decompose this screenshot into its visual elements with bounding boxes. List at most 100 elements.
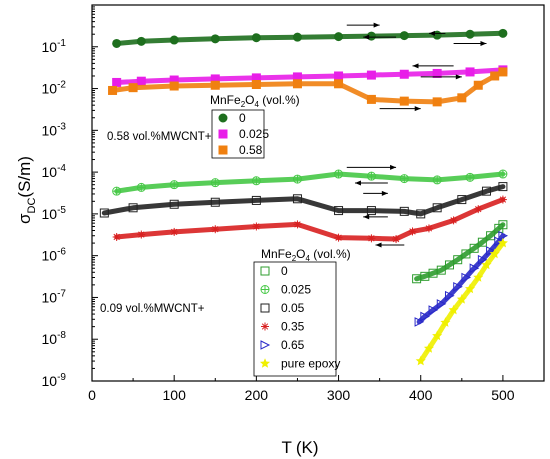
data-point-0-5 — [292, 32, 302, 42]
data-point-2-10 — [457, 93, 467, 103]
data-point-0-6 — [334, 32, 344, 42]
x-tick-label-3: 300 — [327, 387, 351, 403]
legend-marker-1 — [260, 285, 270, 294]
data-point-2-9 — [432, 97, 442, 107]
x-axis-title: T (K) — [281, 438, 318, 457]
x-axis: 0 100 200 300 400 500 — [88, 375, 515, 403]
series-line-0 — [114, 30, 506, 46]
data-marks — [99, 28, 509, 366]
data-point-3-9 — [486, 231, 496, 241]
annotation-arrow-0 — [428, 30, 446, 36]
data-point-0-11 — [498, 28, 508, 38]
data-point-0-0 — [112, 38, 122, 48]
data-point-8-1 — [423, 343, 434, 353]
x-axis-title-main: T — [281, 438, 291, 457]
data-point-8-0 — [415, 355, 426, 366]
data-point-0-10 — [465, 29, 475, 39]
data-point-4-9 — [432, 175, 442, 185]
data-point-5-2 — [169, 199, 179, 209]
data-point-4-6 — [334, 169, 344, 179]
series-2 — [108, 67, 508, 107]
x-tick-label-4: 400 — [409, 387, 433, 403]
data-point-3-3 — [436, 265, 446, 275]
y-axis: 10-1 10-2 10-3 10-4 10-5 10-6 10-7 10-8 10-9 — [42, 6, 98, 389]
plot-frame — [91, 4, 545, 382]
data-point-1-1 — [136, 76, 146, 86]
data-point-7-2 — [428, 305, 439, 315]
data-point-3-4 — [444, 260, 454, 270]
data-point-5-9 — [416, 209, 426, 219]
data-point-1-8 — [399, 69, 409, 79]
data-point-5-13 — [498, 182, 508, 192]
data-point-6-1 — [137, 230, 146, 239]
data-point-2-0 — [108, 85, 118, 95]
data-point-5-10 — [432, 203, 442, 213]
data-point-5-11 — [457, 195, 467, 205]
data-point-6-12 — [474, 205, 483, 214]
annotation-arrow-7 — [346, 164, 397, 170]
legend-label-2: 0.05 — [281, 301, 305, 315]
series-line-6 — [114, 197, 506, 242]
data-point-8-9 — [489, 248, 500, 259]
data-point-8-3 — [440, 317, 451, 327]
data-point-3-8 — [477, 237, 487, 247]
x-axis-title-unit: (K) — [296, 438, 319, 457]
data-point-2-4 — [251, 80, 261, 90]
data-point-2-11 — [473, 80, 483, 90]
data-point-7-0 — [414, 317, 425, 327]
data-point-2-6 — [334, 79, 344, 89]
legend-label-0: 0 — [239, 111, 246, 125]
data-point-2-1 — [128, 83, 138, 93]
data-point-2-7 — [366, 94, 376, 104]
x-tick-label-1: 100 — [163, 387, 187, 403]
legend-bottom-box — [253, 261, 337, 377]
legend-label-0: 0 — [281, 264, 288, 278]
legend-bottom: MnFe2O4 (vol.%) 0 0.025 0.05 0.35 0.65 pure e… — [100, 247, 351, 377]
legend-label-2: 0.58 — [239, 143, 263, 157]
data-point-2-5 — [292, 79, 302, 89]
y-tick-label-7: 10-8 — [42, 330, 67, 347]
y-axis-title-unit: (S/m) — [15, 156, 34, 198]
data-point-6-6 — [334, 233, 343, 242]
data-point-5-7 — [366, 206, 376, 216]
legend-label-3: 0.35 — [281, 320, 305, 334]
data-point-4-5 — [292, 174, 302, 184]
data-point-2-13 — [498, 67, 508, 77]
data-point-4-8 — [399, 174, 409, 184]
annotation-arrow-10 — [375, 242, 405, 248]
data-point-7-1 — [420, 311, 430, 322]
data-point-7-4 — [444, 290, 455, 301]
annotation-arrow-3 — [363, 34, 397, 40]
data-point-0-1 — [136, 36, 146, 46]
annotation-arrow-9 — [363, 214, 388, 220]
data-point-8-4 — [448, 304, 459, 315]
data-point-7-3 — [436, 299, 447, 309]
data-point-1-10 — [465, 67, 475, 77]
data-point-2-12 — [490, 71, 500, 81]
data-point-6-10 — [424, 224, 433, 233]
data-point-7-8 — [477, 254, 488, 265]
data-point-4-11 — [498, 169, 508, 179]
legend-top-title: MnFe2O4 (vol.%) — [210, 93, 300, 109]
data-point-7-7 — [469, 263, 480, 274]
data-point-6-9 — [408, 227, 417, 236]
legend-top-group-label: 0.58 vol.%MWCNT+ — [107, 131, 212, 143]
legend-marker-4 — [260, 340, 271, 350]
data-point-6-0 — [112, 232, 121, 241]
y-tick-label-1: 10-2 — [42, 80, 67, 97]
series-line-4 — [114, 171, 506, 194]
series-0 — [112, 28, 508, 48]
y-tick-label-2: 10-3 — [42, 121, 67, 138]
data-point-5-5 — [292, 194, 302, 204]
legend-label-4: 0.65 — [281, 338, 305, 352]
data-point-5-4 — [251, 195, 261, 205]
y-tick-label-6: 10-7 — [42, 288, 67, 305]
y-tick-label-8: 10-9 — [42, 372, 67, 389]
data-point-8-5 — [456, 294, 467, 304]
data-point-8-10 — [497, 237, 508, 248]
data-point-8-2 — [432, 330, 443, 341]
data-point-7-5 — [453, 281, 463, 292]
data-point-5-3 — [210, 197, 220, 207]
data-point-4-2 — [169, 180, 179, 190]
data-point-6-2 — [170, 227, 179, 236]
